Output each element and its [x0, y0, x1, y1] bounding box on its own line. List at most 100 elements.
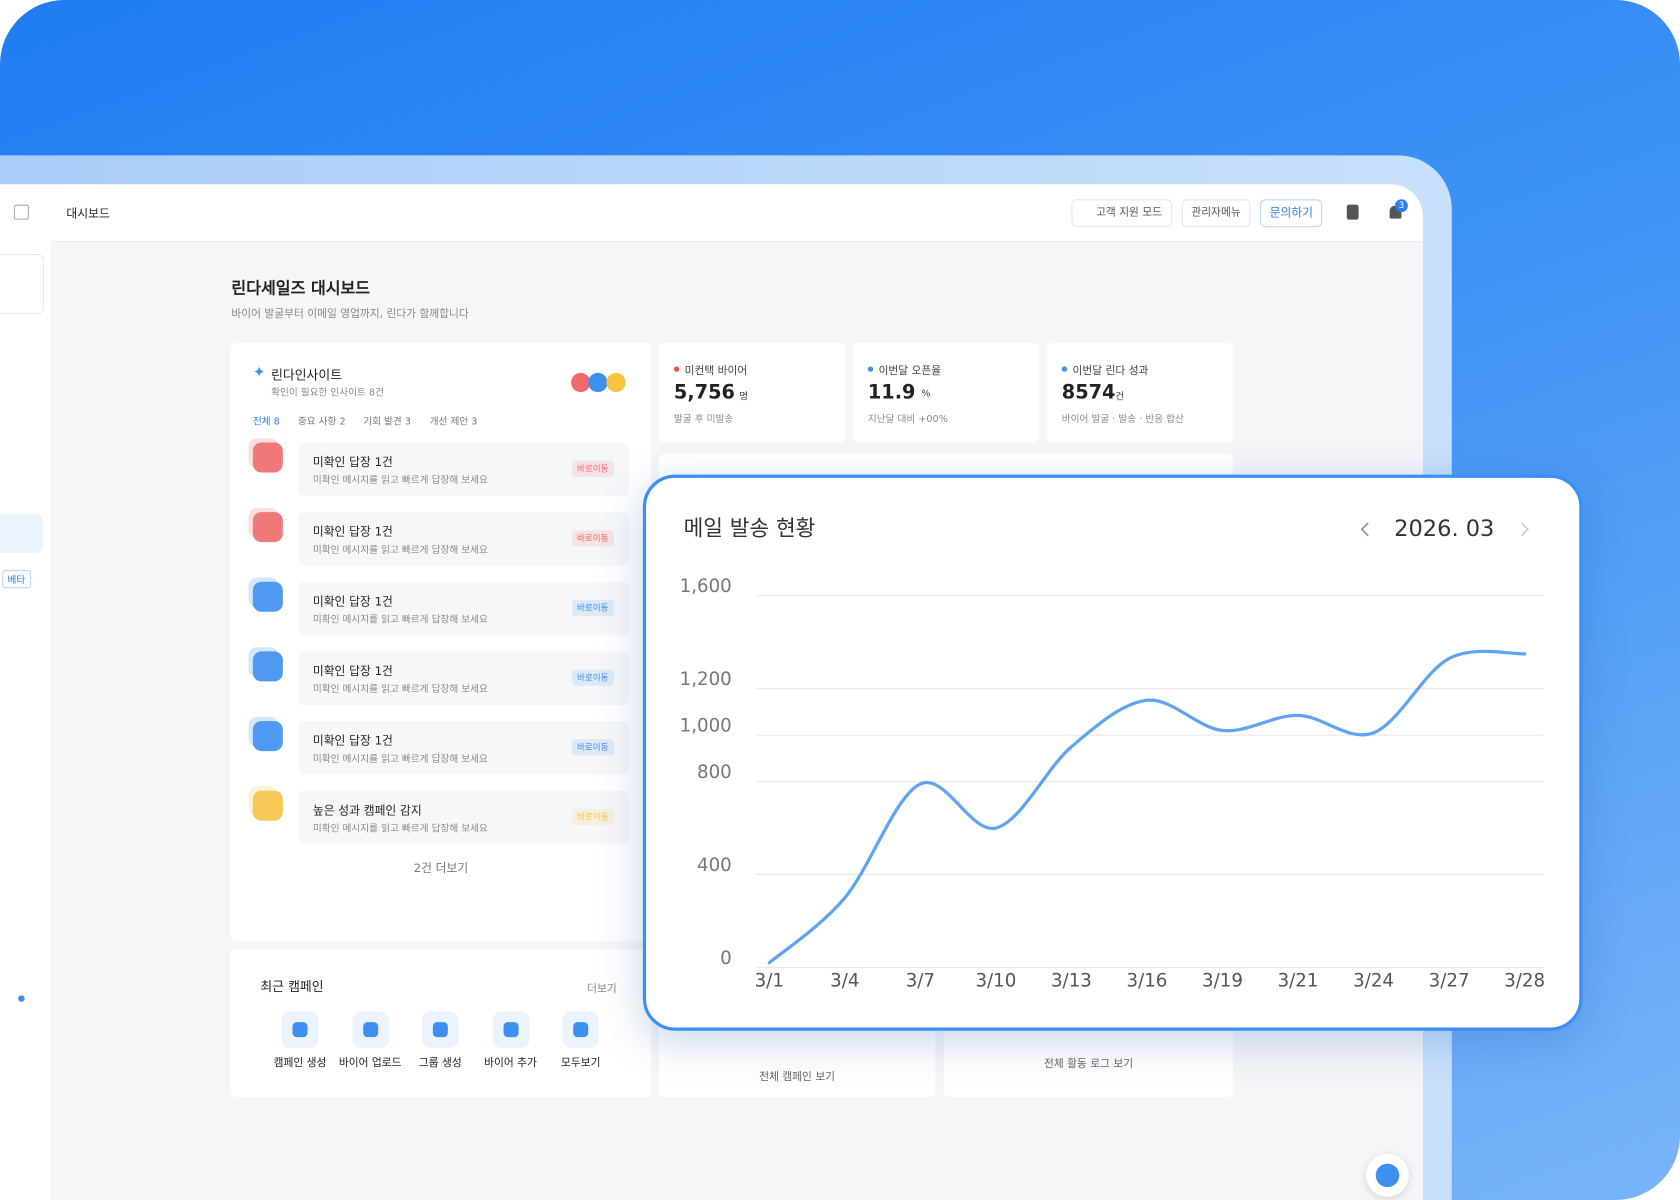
insight-tab[interactable]: 전체 8	[252, 416, 280, 428]
x-tick-label: 3/21	[1278, 970, 1319, 991]
item-avatar	[248, 577, 283, 612]
top-bar: 대시보드 고객 지원 모드 관리자메뉴 문의하기 3	[0, 184, 1423, 243]
avatar	[571, 372, 591, 393]
item-description: 미확인 메시지를 읽고 빠르게 답장해 보세요	[312, 545, 488, 557]
campaign-card: 최근 캠페인 더보기 캠페인 생성 바이어 업로드 그룹 생성 바이어 추가 모두보기	[230, 949, 652, 1098]
sidebar-active	[0, 514, 43, 553]
insight-tab[interactable]: 기회 발견 3	[363, 416, 411, 428]
stat-card: 이번달 오픈율 11.9% 지난달 대비 +00%	[852, 342, 1040, 443]
x-tick-label: 3/7	[906, 970, 935, 991]
campaign-more[interactable]: 더보기	[587, 983, 617, 996]
action-icon[interactable]	[351, 1011, 389, 1048]
action-label[interactable]: 모두보기	[560, 1057, 601, 1070]
stat-value: 8574	[1061, 381, 1116, 404]
item-action[interactable]: 바로이동	[571, 460, 614, 477]
link[interactable]: 전체 캠페인 보기	[759, 1071, 836, 1084]
item-description: 미확인 메시지를 읽고 빠르게 답장해 보세요	[312, 475, 488, 487]
link[interactable]: 전체 활동 로그 보기	[1044, 1058, 1134, 1071]
insight-card: ✦ 린다인사이트 확인이 필요한 인사이트 8건 전체 8 중요 사항 2 기회 발…	[230, 342, 652, 941]
action-label[interactable]: 바이어 업로드	[338, 1057, 402, 1070]
insight-more[interactable]: 2건 더보기	[413, 861, 469, 876]
chart: 메일 발송 현황 2026. 03 0 400 800 1,000 1,200 1,600…	[680, 516, 1545, 992]
item-description: 미확인 메시지를 읽고 빠르게 답장해 보세요	[312, 754, 488, 766]
insight-subtitle: 확인이 필요한 인사이트 8건	[271, 387, 384, 399]
support-button[interactable]: 고객 지원 모드	[1071, 199, 1172, 228]
action-label[interactable]: 그룹 생성	[418, 1057, 462, 1070]
x-tick-label: 3/4	[830, 970, 859, 991]
action-icon[interactable]	[422, 1011, 459, 1048]
item-description: 미확인 메시지를 읽고 빠르게 답장해 보세요	[312, 823, 488, 835]
insight-tab[interactable]: 중요 사항 2	[297, 416, 346, 428]
x-tick-label: 3/16	[1127, 970, 1168, 991]
chart-title: 메일 발송 현황	[684, 516, 816, 541]
stat-unit: 명	[739, 392, 749, 403]
avatar	[606, 372, 626, 393]
action-label[interactable]: 캠페인 생성	[273, 1057, 327, 1070]
bell-icon[interactable]	[1389, 205, 1402, 219]
next-month[interactable]	[1520, 522, 1530, 537]
avatar-halo	[248, 577, 279, 608]
stat-note: 지난달 대비 +00%	[867, 414, 948, 426]
stat-note: 발굴 후 미발송	[673, 414, 734, 426]
stat-label: 이번달 린다 성과	[1072, 365, 1149, 378]
dashboard-title: 린다세일즈 대시보드	[231, 278, 371, 298]
chart-period: 2026. 03	[1394, 516, 1494, 542]
campaign-title: 최근 캠페인	[260, 979, 324, 995]
inquiry-button[interactable]: 문의하기	[1260, 199, 1323, 228]
stat-dot	[867, 366, 874, 372]
stat-card: 미컨택 바이어 5,756 명 발굴 후 미발송	[658, 342, 846, 443]
stat-unit: %	[921, 388, 931, 400]
item-action[interactable]: 바로이동	[571, 739, 614, 756]
stat-value: 11.9	[867, 381, 916, 404]
item-avatar	[248, 786, 283, 821]
item-action[interactable]: 바로이동	[571, 600, 614, 617]
sidebar-toggle[interactable]	[13, 204, 29, 220]
avatar	[588, 372, 608, 393]
stat-dot	[1061, 366, 1068, 372]
item-title: 미확인 답장 1건	[312, 594, 393, 609]
item-title: 미확인 답장 1건	[312, 733, 393, 748]
x-tick-label: 3/28	[1504, 970, 1545, 991]
avatar-halo	[248, 786, 279, 817]
stat-unit: 건	[1115, 392, 1125, 403]
stat-value: 5,756	[673, 381, 735, 404]
item-action[interactable]: 바로이동	[571, 808, 614, 826]
item-title: 미확인 답장 1건	[312, 455, 393, 470]
dot	[18, 995, 25, 1002]
page-title: 대시보드	[66, 206, 110, 221]
avatar-halo	[248, 438, 279, 469]
action-icon[interactable]	[281, 1011, 319, 1048]
y-tick-label: 800	[697, 762, 732, 783]
item-avatar	[248, 716, 283, 752]
item-title: 미확인 답장 1건	[312, 664, 393, 679]
action-glyph	[432, 1022, 448, 1038]
y-tick-label: 1,600	[680, 576, 732, 597]
insight-item[interactable]: 미확인 답장 1건 미확인 메시지를 읽고 빠르게 답장해 보세요 바로이동	[297, 581, 629, 636]
stat-card: 이번달 린다 성과 8574 건 바이어 발굴 · 발송 · 반응 합산	[1046, 342, 1234, 443]
y-tick-label: 0	[720, 948, 732, 969]
item-avatar	[248, 647, 283, 682]
prev-month[interactable]	[1360, 522, 1369, 537]
chat-icon	[1375, 1163, 1400, 1188]
insight-tab[interactable]: 개선 제안 3	[429, 416, 478, 428]
x-tick-label: 3/27	[1429, 970, 1470, 991]
action-icon[interactable]	[562, 1011, 599, 1048]
action-glyph	[573, 1022, 589, 1038]
chat-button[interactable]	[1366, 1153, 1409, 1197]
item-action[interactable]: 바로이동	[571, 530, 614, 547]
admin-button[interactable]: 관리자메뉴	[1181, 199, 1251, 228]
item-title: 높은 성과 캠페인 감지	[312, 803, 422, 818]
item-action[interactable]: 바로이동	[571, 669, 614, 686]
sidebar: 베타	[0, 241, 53, 1200]
book-icon[interactable]	[1346, 204, 1359, 220]
item-avatar	[248, 507, 283, 543]
insight-item[interactable]: 미확인 답장 1건 미확인 메시지를 읽고 빠르게 답장해 보세요 바로이동	[297, 512, 629, 566]
insight-item[interactable]: 미확인 답장 1건 미확인 메시지를 읽고 빠르게 답장해 보세요 바로이동	[297, 651, 629, 706]
action-label[interactable]: 바이어 추가	[484, 1057, 537, 1070]
action-icon[interactable]	[492, 1011, 529, 1048]
